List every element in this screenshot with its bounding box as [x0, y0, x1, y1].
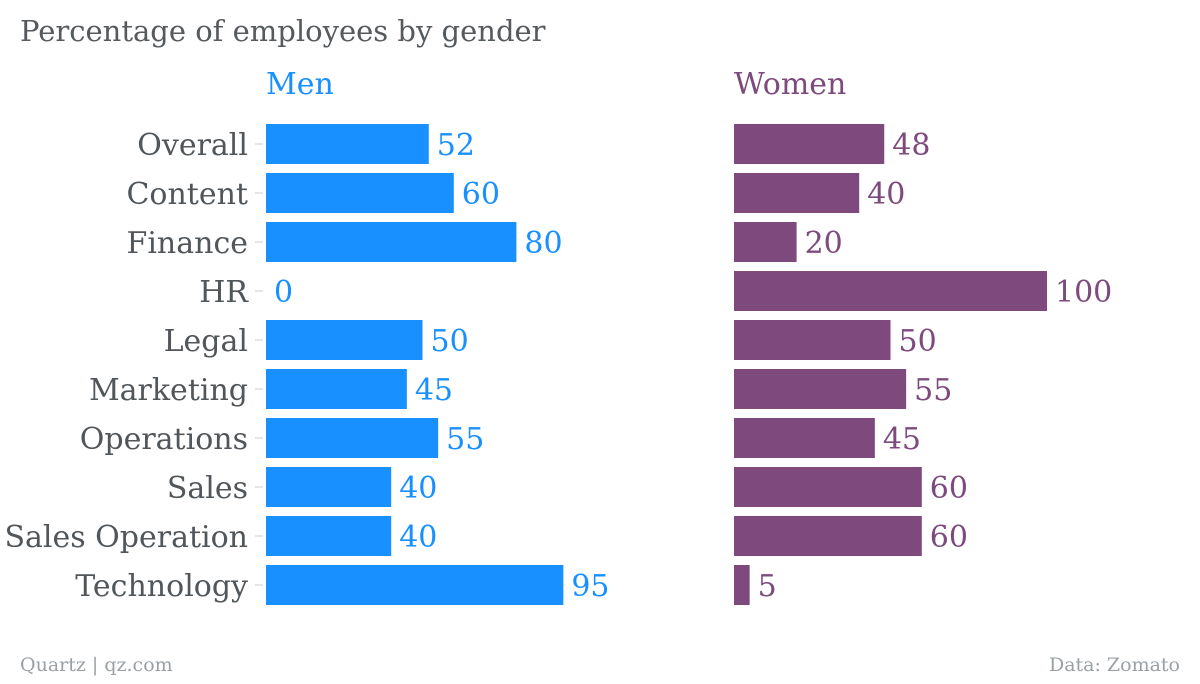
women-bar [734, 124, 885, 164]
men-panel-title: Men [266, 67, 334, 102]
men-bar [266, 467, 392, 507]
women-value-label: 48 [892, 128, 930, 163]
women-value-label: 55 [914, 373, 952, 408]
men-value-label: 60 [462, 177, 500, 212]
men-bar [266, 222, 517, 262]
men-value-label: 80 [524, 226, 562, 261]
men-value-label: 45 [415, 373, 453, 408]
category-label: Sales [167, 471, 248, 506]
women-value-label: 40 [867, 177, 905, 212]
women-panel-title: Women [734, 67, 846, 102]
women-value-label: 50 [899, 324, 937, 359]
women-bar [734, 565, 750, 605]
category-label: Finance [127, 226, 249, 261]
women-value-label: 60 [930, 520, 968, 555]
women-value-label: 45 [883, 422, 921, 457]
category-label: Legal [164, 324, 248, 359]
women-bar [734, 320, 891, 360]
men-bar [266, 320, 423, 360]
category-label: Technology [75, 569, 248, 604]
women-value-label: 60 [930, 471, 968, 506]
men-value-label: 55 [446, 422, 484, 457]
chart-title: Percentage of employees by gender [20, 14, 546, 48]
men-value-label: 40 [399, 471, 437, 506]
men-bar [266, 124, 429, 164]
women-bar [734, 271, 1047, 311]
men-bar [266, 369, 407, 409]
footer-source-left: Quartz | qz.com [20, 654, 173, 676]
women-bar [734, 467, 922, 507]
category-label: Marketing [89, 373, 248, 408]
men-value-label: 50 [431, 324, 469, 359]
men-bar [266, 516, 392, 556]
men-value-label: 95 [571, 569, 609, 604]
women-bar [734, 369, 907, 409]
category-label: Operations [80, 422, 248, 457]
category-label: Overall [137, 128, 248, 163]
women-bar [734, 173, 860, 213]
footer-source-right: Data: Zomato [1048, 654, 1180, 676]
men-panel: Men 52 60 80 0 50 45 55 40 40 95 [266, 67, 610, 605]
men-bar [266, 173, 454, 213]
women-value-label: 100 [1055, 275, 1112, 310]
women-bar [734, 222, 797, 262]
men-value-label: 40 [399, 520, 437, 555]
women-value-label: 20 [805, 226, 843, 261]
category-label: HR [199, 275, 249, 310]
women-panel: Women 48 40 20 100 50 55 45 60 60 5 [734, 67, 1112, 605]
women-value-label: 5 [758, 569, 777, 604]
men-bar [266, 418, 439, 458]
men-value-label: 52 [437, 128, 475, 163]
category-label: Content [126, 177, 248, 212]
men-value-label: 0 [274, 275, 293, 310]
category-label: Sales Operation [4, 520, 248, 555]
women-bar [734, 516, 922, 556]
men-bar [266, 565, 564, 605]
women-bar [734, 418, 875, 458]
category-labels: Overall Content Finance HR Legal Marketing Ope… [4, 128, 263, 604]
